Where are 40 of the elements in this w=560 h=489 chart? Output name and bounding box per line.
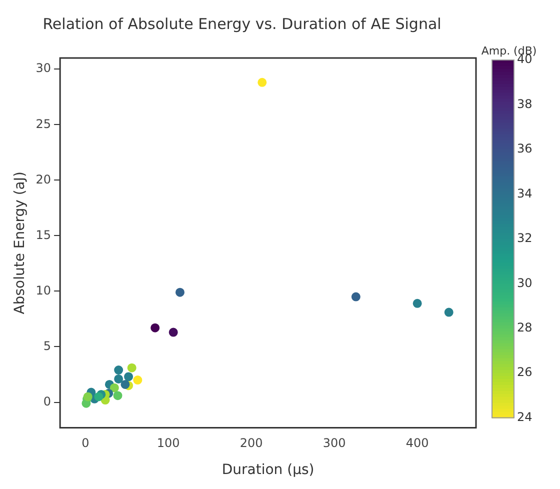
- x-tick-label: 200: [240, 436, 263, 450]
- point: [127, 363, 136, 372]
- color-bar-label: 26: [517, 365, 532, 380]
- point: [168, 328, 178, 337]
- point: [124, 372, 134, 382]
- point: [94, 392, 104, 402]
- point: [113, 391, 122, 400]
- y-tick-label: 20: [36, 172, 52, 186]
- y-tick-label: 15: [36, 228, 52, 242]
- color-bar-label: 30: [517, 276, 532, 290]
- point: [120, 380, 130, 389]
- color-bar-label: 28: [517, 320, 532, 334]
- y-axis-title: Absolute Energy (aJ): [12, 172, 28, 314]
- color-bar-label: 24: [517, 410, 532, 424]
- y-tick-label: 10: [36, 283, 52, 298]
- color-bar-label: 34: [517, 186, 532, 200]
- x-tick-label: 100: [156, 436, 180, 450]
- x-tick-label: 300: [322, 436, 346, 450]
- point: [114, 374, 124, 384]
- y-tick-label: 0: [43, 394, 52, 408]
- point: [114, 366, 124, 375]
- chart-title: Relation of Absolute Energy vs. Duration of AE Signal: [42, 14, 442, 33]
- y-tick-label: 5: [43, 338, 52, 353]
- color-bar-title: Amp. (dB): [481, 44, 537, 58]
- x-axis-title: Duration (µs): [222, 462, 314, 478]
- y-tick-label: 25: [36, 116, 52, 131]
- point: [351, 292, 360, 302]
- point: [444, 308, 454, 317]
- color-bar-label: 32: [517, 231, 532, 246]
- x-tick-label: 400: [406, 436, 429, 450]
- point: [133, 376, 142, 385]
- point: [175, 288, 184, 297]
- point: [412, 298, 422, 308]
- point: [150, 323, 160, 332]
- color-bar-label: 36: [517, 142, 532, 156]
- x-tick-label: 0: [82, 436, 90, 450]
- color-bar-label: 38: [517, 96, 532, 111]
- y-tick-label: 30: [36, 61, 52, 76]
- point: [258, 78, 267, 87]
- point: [110, 383, 119, 392]
